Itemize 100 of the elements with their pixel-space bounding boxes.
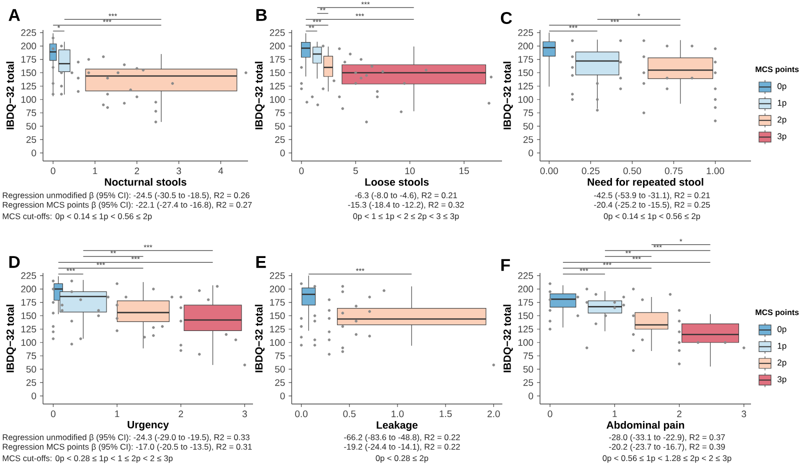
- point: [60, 44, 63, 48]
- point: [571, 92, 574, 96]
- y-tick-label: 200: [21, 286, 36, 292]
- point: [341, 284, 344, 288]
- point: [622, 304, 626, 306]
- point: [322, 87, 325, 90]
- point: [714, 98, 717, 101]
- x-tick-label: 2: [677, 410, 682, 418]
- point: [179, 349, 182, 352]
- point: [154, 110, 158, 113]
- point: [641, 338, 644, 342]
- y-tick-label: 150: [270, 69, 285, 76]
- point: [170, 296, 174, 298]
- point: [52, 300, 55, 304]
- x-axis-title: Abdominal pain: [606, 421, 684, 431]
- point: [152, 334, 155, 337]
- x-tick-label: 3: [242, 410, 247, 418]
- point: [152, 288, 155, 290]
- text: Regression unmodified β (95% CI): -24.5 (-30.5 to -18.5), R2 = 0.26: [2, 192, 250, 200]
- x-tick-label: 2: [134, 168, 140, 174]
- point: [76, 90, 80, 93]
- point: [360, 58, 362, 61]
- point: [678, 309, 681, 312]
- y-tick-label: 200: [270, 286, 285, 292]
- point: [154, 120, 158, 124]
- y-tick-label: 25: [275, 136, 285, 143]
- y-tick-label: 75: [523, 110, 534, 116]
- point: [122, 63, 126, 66]
- point: [382, 289, 386, 292]
- point: [571, 74, 574, 77]
- y-tick-label: 0: [32, 150, 36, 156]
- y-tick-label: 0: [280, 392, 285, 400]
- point: [354, 304, 358, 308]
- point: [116, 71, 120, 74]
- point: [368, 334, 371, 338]
- point: [619, 76, 622, 80]
- point: [60, 71, 63, 74]
- point: [642, 55, 646, 58]
- legend-label: 3p: [778, 376, 786, 384]
- y-tick-label: 0: [280, 150, 285, 156]
- point: [585, 346, 588, 350]
- y-tick-label: 200: [518, 286, 534, 292]
- text: -15.3 (-18.4 to -12.2), R2 = 0.32: [348, 202, 464, 210]
- y-tick-label: 175: [21, 56, 36, 63]
- point: [632, 314, 635, 318]
- x-axis-title: Leakage: [376, 421, 418, 431]
- point: [136, 67, 138, 70]
- point: [642, 71, 646, 74]
- point: [179, 296, 182, 298]
- chart-title: C: [500, 12, 512, 24]
- y-tick-label: 100: [518, 96, 534, 103]
- point: [341, 325, 344, 328]
- legend-label: 1p: [778, 342, 786, 350]
- point: [316, 103, 320, 106]
- point: [714, 106, 717, 109]
- point: [160, 325, 164, 328]
- point: [424, 68, 428, 72]
- point: [338, 95, 341, 98]
- point: [571, 55, 574, 58]
- point: [52, 47, 54, 50]
- point: [322, 44, 325, 48]
- text: -20.2 (-23.7 to -16.7), R2 = 0.39: [609, 444, 725, 452]
- y-tick-label: 225: [518, 29, 534, 36]
- point: [576, 296, 580, 298]
- y-tick-label: 225: [21, 272, 36, 280]
- point: [300, 317, 303, 320]
- y-tick-label: 25: [275, 379, 285, 386]
- y-tick-label: 25: [523, 379, 534, 386]
- point: [224, 333, 228, 336]
- point: [136, 95, 138, 98]
- text: 0p < 0.14 ≤ 1p < 0.56 ≤ 2p: [604, 213, 700, 221]
- point: [365, 74, 368, 77]
- y-axis-title: IBDQ−32 total: [503, 62, 513, 130]
- point: [360, 76, 362, 80]
- point: [492, 364, 496, 366]
- point: [142, 68, 145, 72]
- legend-label: 2p: [778, 116, 786, 124]
- y-tick-label: 225: [270, 272, 285, 280]
- y-tick-label: 225: [21, 29, 36, 36]
- point: [400, 110, 403, 114]
- point: [97, 309, 100, 312]
- point: [619, 39, 622, 42]
- text: -19.2 (-24.4 to -14.1), R2 = 0.22: [344, 444, 460, 452]
- point: [596, 108, 599, 112]
- point: [52, 288, 55, 290]
- y-tick-label: 175: [21, 299, 36, 306]
- point: [70, 71, 74, 74]
- point: [87, 58, 90, 61]
- point: [548, 320, 552, 323]
- point: [106, 106, 109, 109]
- point: [370, 64, 374, 68]
- point: [548, 309, 552, 312]
- text: 0p < 0.28 ≤ 2p: [376, 455, 428, 463]
- y-tick-label: 125: [270, 326, 285, 332]
- y-tick-label: 150: [21, 69, 36, 76]
- y-tick-label: 50: [26, 366, 36, 373]
- point: [116, 329, 118, 332]
- x-tick-label: 0.75: [664, 168, 683, 174]
- y-tick-label: 150: [518, 69, 534, 76]
- text: -28.0 (-33.1 to -22.9), R2 = 0.37: [609, 434, 725, 442]
